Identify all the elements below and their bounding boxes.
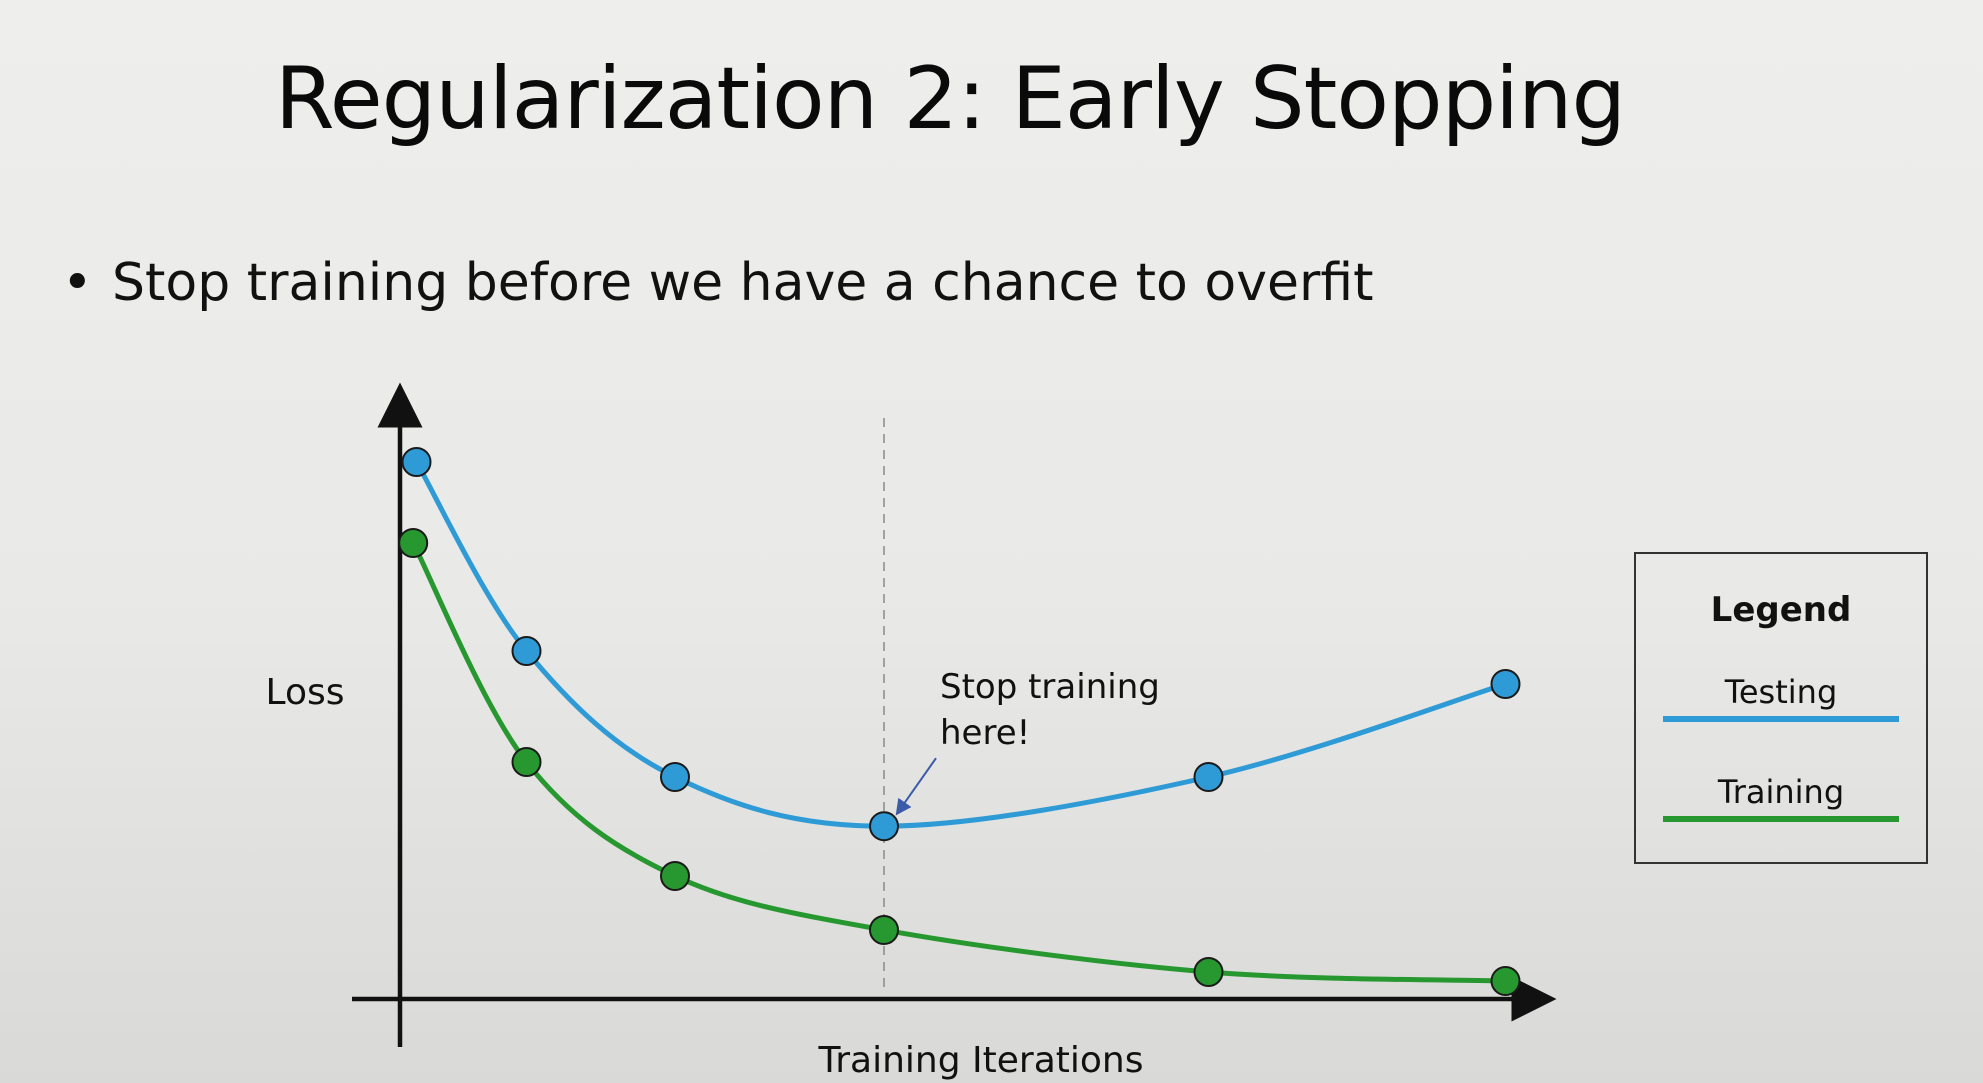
testing-data-point	[660, 762, 690, 792]
testing-series-line	[414, 460, 1507, 829]
bullet-item: • Stop training before we have a chance t…	[62, 248, 1373, 318]
training-data-point	[398, 528, 429, 558]
bullet-text: Stop training before we have a chance to…	[112, 253, 1374, 313]
testing-data-point	[511, 636, 542, 666]
legend-item-testing: Testing	[1636, 672, 1926, 722]
training-data-point	[511, 747, 542, 777]
training-data-point	[1193, 957, 1224, 987]
training-series-line	[410, 541, 1506, 984]
legend-swatch-testing	[1663, 716, 1899, 722]
training-data-point	[1490, 966, 1521, 996]
legend-swatch-training	[1663, 816, 1899, 822]
testing-data-point	[1193, 762, 1224, 792]
legend-item-training: Training	[1636, 772, 1926, 822]
legend-label-testing: Testing	[1724, 673, 1838, 711]
testing-data-point	[1490, 669, 1521, 699]
slide-title: Regularization 2: Early Stopping	[274, 49, 1626, 149]
training-data-point	[869, 915, 899, 945]
annotation-arrow	[895, 757, 937, 816]
bullet-dot: •	[62, 253, 93, 313]
legend: Legend Testing Training	[1634, 552, 1928, 864]
y-axis-label: Loss	[266, 672, 345, 713]
training-data-point	[660, 861, 690, 891]
series-layer	[398, 447, 1521, 996]
legend-title: Legend	[1710, 590, 1852, 630]
legend-label-training: Training	[1717, 773, 1845, 811]
testing-data-point	[401, 447, 432, 477]
x-axis-label: Training Iterations	[818, 1040, 1144, 1081]
annotation-line-1: Stop training	[940, 667, 1160, 707]
annotation-line-2: here!	[940, 713, 1030, 753]
testing-data-point	[869, 811, 899, 842]
